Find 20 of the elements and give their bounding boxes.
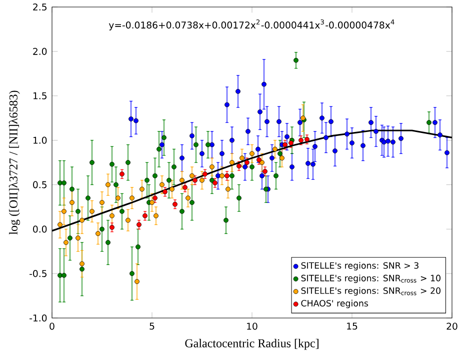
x-tick-label: 5 <box>150 322 154 330</box>
x-tick-label: 0 <box>50 322 54 330</box>
y-tick-label: 0.0 <box>33 226 47 233</box>
y-tick-label: 2.0 <box>33 48 47 55</box>
y-tick-label: 1.5 <box>33 92 46 100</box>
x-tick-label: 10 <box>247 322 258 330</box>
y-tick-label: -0.5 <box>30 270 46 278</box>
legend-label: SITELLE's regions: SNR > 3 <box>301 262 418 270</box>
y-axis-title: log ([OII]λ3727 / [NII]λ6583) <box>8 90 20 235</box>
x-tick-label: 20 <box>446 322 458 330</box>
y-tick-label: 0.5 <box>33 181 46 188</box>
y-tick-label: 1.0 <box>33 136 47 144</box>
y-tick-label: 2.5 <box>33 3 46 11</box>
x-tick-label: 15 <box>347 322 358 330</box>
x-axis-title: Galactocentric Radius [kpc] <box>185 338 318 350</box>
y-tick-label: -1.0 <box>30 314 47 322</box>
legend-label: SITELLE's regions: SNR$_{cross}$ > 10 <box>301 274 440 284</box>
legend-label: CHAOS' regions <box>301 300 368 308</box>
legend-label: SITELLE's regions: SNR$_{cross}$ > 20 <box>301 287 440 296</box>
annotation: y=-0.0186+0.0738x+0.00172x$^{2}$-0.0000441x$^{3}$-0.00000478x$^{4}$ <box>108 19 394 30</box>
